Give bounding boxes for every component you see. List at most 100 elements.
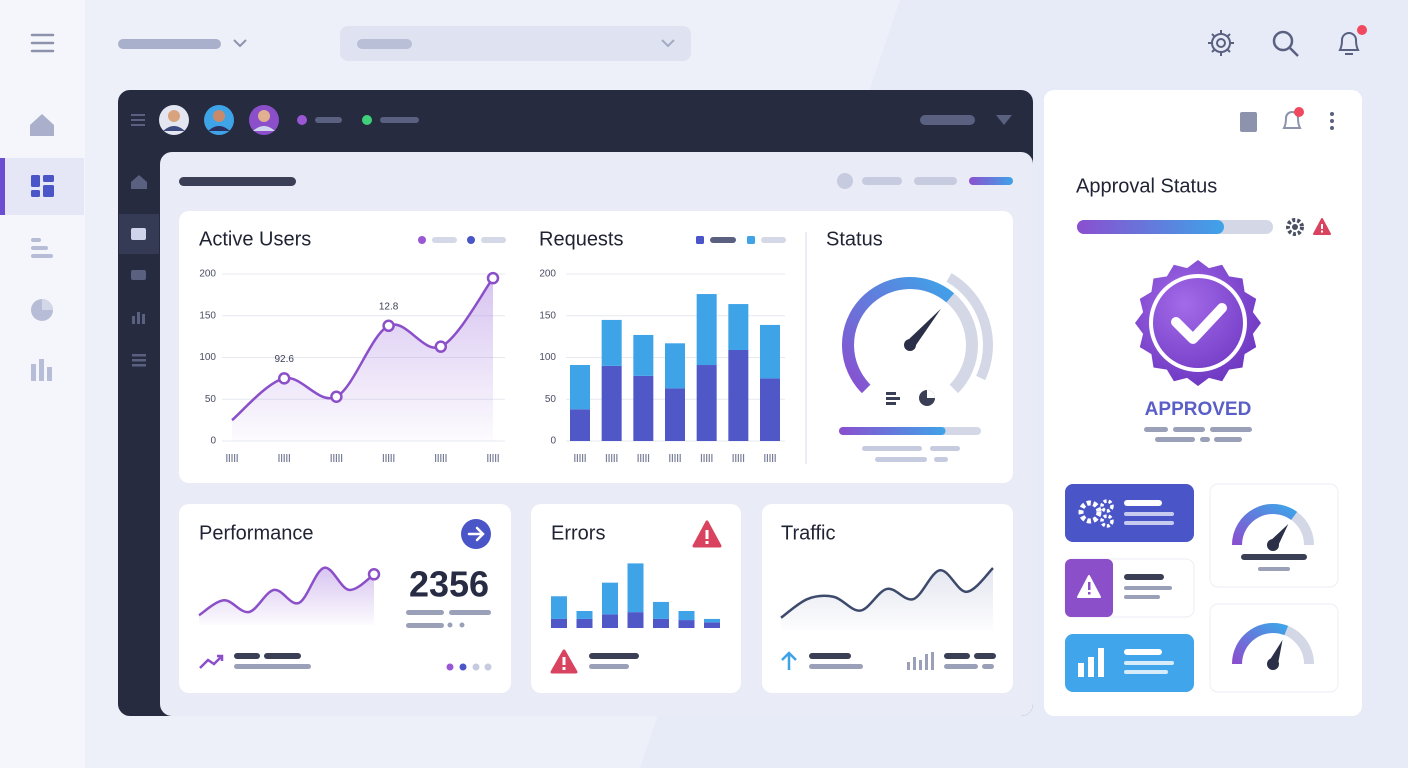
bar-segment	[760, 378, 780, 441]
settings-icon[interactable]	[1286, 218, 1304, 236]
placeholder	[481, 237, 506, 243]
bar-segment	[601, 365, 622, 441]
placeholder	[449, 610, 491, 615]
placeholder	[1241, 554, 1307, 560]
legend-swatch	[747, 236, 755, 244]
check-icon	[1171, 303, 1227, 344]
report-icon[interactable]	[1240, 112, 1257, 132]
bar-segment	[633, 334, 654, 376]
nav-bars[interactable]	[31, 359, 52, 381]
chevron[interactable]	[233, 39, 247, 48]
placeholder	[875, 457, 927, 462]
widget-gauge[interactable]	[1209, 483, 1339, 588]
panel-title: Approval Status	[1076, 175, 1217, 197]
nav-active-bar	[0, 158, 5, 215]
card-title: Errors	[551, 522, 605, 544]
y-tick-label: 100	[539, 352, 556, 363]
avatar[interactable]	[204, 105, 234, 135]
bar-segment	[576, 611, 593, 619]
placeholder	[1258, 567, 1290, 571]
badge-ring	[1149, 274, 1247, 372]
nav-home[interactable]	[30, 114, 54, 136]
pager-dot[interactable]	[484, 663, 492, 671]
search-icon[interactable]	[1272, 30, 1299, 57]
trend-icon	[199, 654, 224, 669]
widget-gauge[interactable]	[1209, 603, 1339, 693]
line-shade	[781, 568, 993, 630]
placeholder	[1155, 437, 1195, 442]
panel-dropdown[interactable]	[996, 115, 1012, 125]
placeholder	[761, 237, 786, 243]
bars-icon	[1078, 648, 1104, 677]
more-icon[interactable]	[1330, 112, 1334, 130]
nav-list[interactable]	[31, 238, 53, 258]
bar-segment	[728, 349, 749, 441]
bar-segment	[551, 596, 567, 619]
inner-nav-item[interactable]	[132, 354, 146, 367]
placeholder	[234, 653, 260, 659]
placeholder	[930, 446, 960, 451]
gauge-hub	[1267, 539, 1279, 551]
avatar[interactable]	[249, 105, 279, 135]
add-icon[interactable]	[837, 173, 853, 189]
point	[330, 390, 343, 403]
placeholder	[920, 115, 975, 125]
notification-icon[interactable]	[1338, 25, 1367, 55]
pager-dot[interactable]	[472, 663, 480, 671]
placeholder	[944, 653, 970, 659]
point	[277, 372, 291, 385]
y-tick-label: 200	[199, 269, 216, 280]
card-title: Active Users	[199, 228, 311, 250]
menu-icon[interactable]	[30, 33, 55, 53]
panel-menu-icon[interactable]	[131, 114, 145, 126]
pager-dot[interactable]	[446, 663, 454, 671]
bar-segment	[627, 563, 644, 613]
placeholder	[809, 653, 851, 659]
y-tick-label: 0	[550, 436, 556, 447]
nav-dashboard[interactable]	[31, 175, 54, 197]
inner-nav-item[interactable]	[132, 312, 145, 324]
placeholder	[1124, 500, 1162, 506]
arrow-icon	[467, 526, 485, 542]
placeholder	[406, 610, 444, 615]
gauge-value	[1232, 504, 1298, 546]
area	[199, 567, 374, 625]
placeholder	[1173, 427, 1205, 432]
placeholder	[459, 622, 465, 628]
status-icon	[886, 392, 900, 405]
inner-nav-item[interactable]	[131, 270, 146, 280]
nav-pie[interactable]	[31, 299, 53, 321]
area	[232, 278, 493, 441]
approved-badge	[1135, 260, 1261, 386]
bars-icon	[907, 652, 934, 670]
placeholder	[447, 622, 453, 628]
placeholder	[862, 177, 902, 185]
progress-value	[839, 427, 946, 435]
bar-segment	[728, 304, 749, 350]
card-title: Performance	[199, 522, 314, 544]
dropdown-chevron[interactable]	[661, 39, 675, 48]
dropdown[interactable]	[340, 26, 691, 61]
panel-bell[interactable]	[1282, 107, 1304, 129]
pager-dot[interactable]	[459, 663, 467, 671]
legend-dot	[467, 236, 475, 244]
placeholder	[1144, 427, 1168, 432]
card-title: Requests	[539, 228, 624, 250]
bar-segment	[653, 618, 669, 628]
y-tick-label: 200	[539, 269, 556, 280]
inner-nav-item[interactable]	[131, 228, 146, 240]
placeholder	[315, 117, 342, 123]
avatar[interactable]	[159, 105, 189, 135]
placeholder	[809, 664, 863, 669]
placeholder	[1124, 649, 1162, 655]
inner-nav-home[interactable]	[131, 175, 147, 189]
bar-segment	[704, 618, 720, 623]
bar-segment	[570, 365, 590, 410]
settings-icon[interactable]	[1208, 30, 1234, 56]
bar-segment	[696, 365, 717, 441]
placeholder	[1124, 661, 1174, 665]
gears-icon	[1078, 499, 1114, 528]
